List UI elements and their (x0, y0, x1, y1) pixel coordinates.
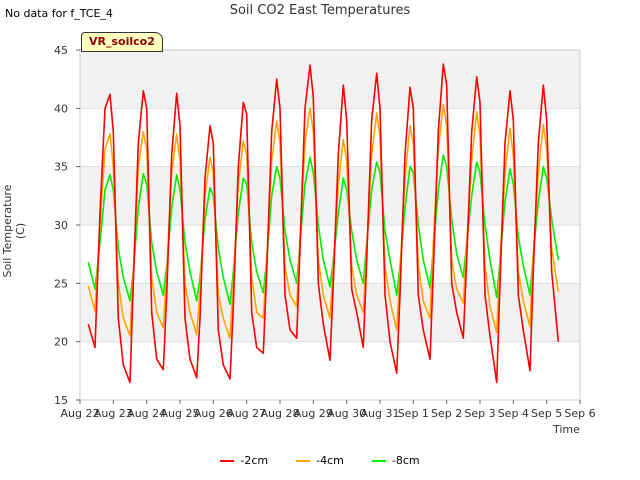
x-tick-label: Sep 6 (564, 407, 595, 420)
x-tick-label: Aug 29 (294, 407, 333, 420)
chart-title: Soil CO2 East Temperatures (229, 3, 411, 18)
legend-swatch-4cm (296, 459, 311, 462)
site-badge: VR_soilco2 (81, 32, 163, 52)
legend: -2cm -4cm -8cm (0, 454, 640, 467)
legend-swatch-2cm (220, 459, 235, 462)
x-tick-label: Sep 5 (531, 407, 562, 420)
legend-item-8cm[interactable]: -8cm (371, 454, 420, 467)
x-tick-label: Sep 2 (431, 407, 462, 420)
legend-label-2cm: -2cm (240, 454, 269, 467)
x-tick-label: Aug 27 (227, 407, 266, 420)
series-line-2cm (87, 63, 560, 384)
y-axis-label: Soil Temperature (C) (1, 184, 27, 278)
x-tick-label: Aug 31 (361, 407, 400, 420)
x-tick-label: Aug 23 (94, 407, 133, 420)
plot-band (80, 225, 580, 284)
x-tick-label: Aug 24 (127, 407, 166, 420)
y-tick-label: 20 (54, 336, 68, 349)
y-tick-label: 35 (54, 161, 68, 174)
legend-item-4cm[interactable]: -4cm (296, 454, 344, 467)
legend-item-2cm[interactable]: -2cm (220, 454, 268, 467)
legend-label-4cm: -4cm (316, 454, 344, 467)
y-tick-label: 25 (54, 277, 68, 290)
legend-swatch-8cm (371, 459, 386, 462)
x-tick-label: Aug 22 (61, 407, 100, 420)
x-axis-label: Time (553, 423, 580, 436)
plot-band (80, 50, 580, 109)
x-tick-label: Aug 25 (161, 407, 200, 420)
y-tick-label: 40 (54, 102, 68, 115)
x-tick-label: Sep 1 (398, 407, 429, 420)
x-tick-label: Sep 4 (498, 407, 529, 420)
plot-band (80, 108, 580, 167)
y-tick-label: 30 (54, 219, 68, 232)
x-tick-label: Aug 30 (327, 407, 366, 420)
y-tick-label: 45 (54, 44, 68, 57)
x-tick-label: Aug 26 (194, 407, 233, 420)
y-tick-label: 15 (54, 394, 68, 407)
legend-label-8cm: -8cm (391, 454, 420, 467)
x-tick-label: Sep 3 (464, 407, 495, 420)
plot-band (80, 166, 580, 225)
no-data-note: No data for f_TCE_4 (5, 7, 113, 20)
x-tick-label: Aug 28 (261, 407, 300, 420)
